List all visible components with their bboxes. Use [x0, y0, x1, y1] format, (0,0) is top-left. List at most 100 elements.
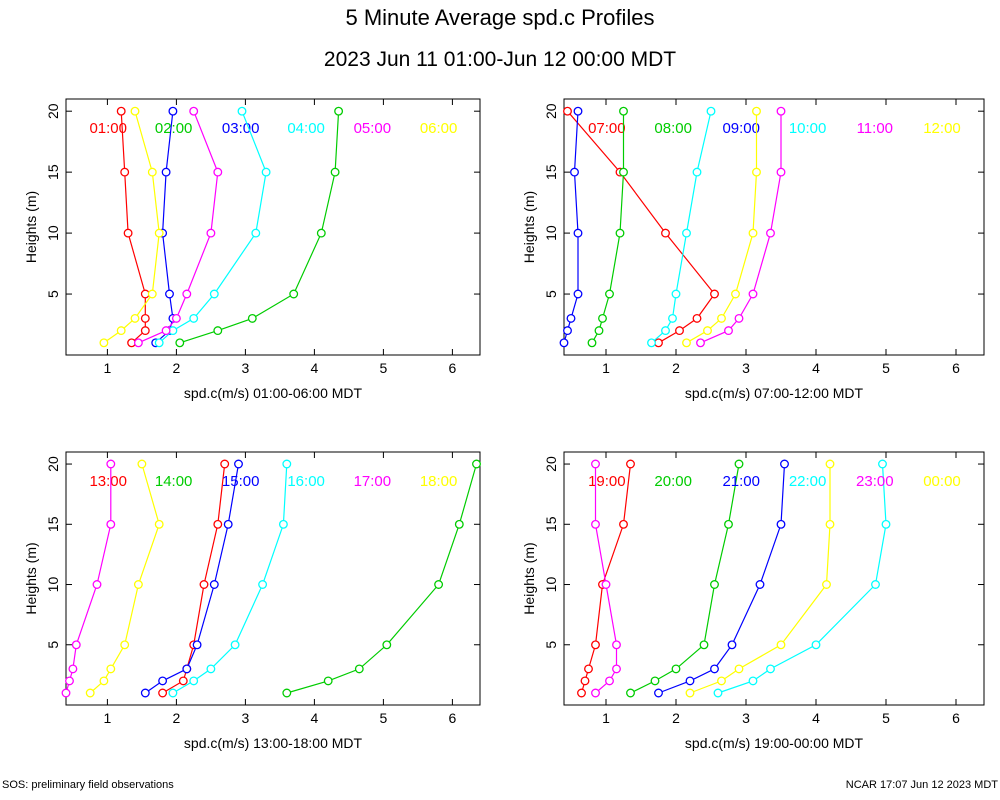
data-point: [626, 459, 635, 469]
x-tick-label: 2: [173, 710, 181, 726]
series-line: [158, 110, 267, 344]
data-point: [710, 580, 719, 589]
data-point: [682, 228, 691, 238]
data-point: [692, 313, 702, 323]
data-point: [780, 459, 789, 469]
x-tick-label: 6: [449, 710, 457, 726]
data-point: [61, 688, 71, 698]
data-point: [734, 313, 744, 323]
legend-label: 07:00: [588, 120, 626, 137]
data-point: [65, 676, 74, 686]
data-point: [209, 289, 219, 299]
legend-label: 19:00: [588, 473, 626, 490]
x-tick-label: 4: [311, 710, 319, 726]
x-tick-label: 1: [602, 360, 610, 376]
legend-label: 16:00: [287, 473, 325, 490]
legend-label: 21:00: [722, 473, 760, 490]
data-point: [213, 167, 223, 177]
y-axis-label: Heights (m): [521, 191, 537, 263]
data-point: [99, 338, 109, 348]
data-point: [811, 640, 821, 650]
data-point: [209, 580, 219, 589]
series-14:00: [282, 459, 481, 698]
data-point: [182, 289, 192, 299]
data-point: [472, 459, 481, 469]
data-point: [140, 313, 150, 323]
y-tick-label: 15: [543, 516, 559, 532]
data-point: [230, 640, 240, 650]
data-point: [727, 640, 737, 650]
data-point: [161, 167, 171, 177]
data-point: [776, 106, 786, 116]
x-tick-label: 6: [449, 360, 457, 376]
x-tick-label: 1: [602, 710, 610, 726]
x-tick-label: 3: [742, 360, 750, 376]
x-tick-label: 1: [104, 710, 112, 726]
data-point: [206, 664, 216, 674]
data-point: [123, 228, 133, 238]
legend-label: 03:00: [222, 120, 260, 137]
data-point: [619, 519, 628, 529]
data-point: [713, 688, 723, 698]
data-point: [619, 167, 628, 177]
data-point: [755, 580, 765, 589]
y-tick-label: 5: [45, 641, 61, 649]
data-point: [178, 676, 188, 686]
data-point: [199, 580, 209, 589]
footer-left: SOS: preliminary field observations: [2, 779, 174, 791]
plot-frame: [563, 451, 985, 706]
y-axis-label: Heights (m): [23, 191, 39, 263]
data-point: [247, 313, 257, 323]
x-tick-label: 4: [812, 360, 820, 376]
series-02:00: [175, 106, 344, 348]
y-tick-label: 10: [45, 577, 61, 593]
data-point: [223, 519, 233, 529]
legend-label: 13:00: [89, 473, 127, 490]
series-09:00: [559, 106, 583, 348]
data-point: [323, 676, 333, 686]
data-point: [282, 688, 292, 698]
data-point: [278, 519, 288, 529]
data-point: [752, 167, 761, 177]
data-point: [99, 676, 109, 686]
data-point: [454, 519, 464, 529]
x-axis-label: spd.c(m/s) 19:00-00:00 MDT: [685, 735, 864, 751]
data-point: [871, 580, 880, 589]
x-axis-label: spd.c(m/s) 07:00-12:00 MDT: [685, 385, 864, 401]
legend-label: 00:00: [923, 473, 961, 490]
y-tick-label: 10: [543, 577, 559, 593]
figure-title: 5 Minute Average spd.c Profiles: [346, 5, 655, 30]
data-point: [168, 688, 178, 698]
series-16:00: [168, 459, 292, 698]
data-point: [189, 313, 199, 323]
series-21:00: [654, 459, 789, 698]
data-point: [685, 688, 695, 698]
series-line: [580, 463, 632, 694]
panel-4: 1 2 3 4 5 6 5 10 15 20 spd.c(m/s) 19:00-00:00 MDT H…: [521, 451, 985, 751]
data-point: [587, 338, 597, 348]
data-point: [734, 664, 744, 674]
series-04:00: [154, 106, 271, 348]
data-point: [563, 106, 572, 116]
data-point: [140, 326, 150, 336]
data-point: [154, 338, 164, 348]
data-point: [168, 106, 178, 116]
data-point: [140, 688, 150, 698]
legend-label: 17:00: [354, 473, 392, 490]
data-point: [699, 640, 709, 650]
data-point: [334, 106, 344, 116]
y-tick-label: 15: [45, 516, 61, 532]
panel-2: 1 2 3 4 5 6 5 10 15 20 spd.c(m/s) 07:00-12:00 MDT H…: [521, 98, 985, 401]
legend-label: 02:00: [155, 120, 193, 137]
y-tick-label: 20: [45, 103, 61, 119]
data-point: [171, 313, 181, 323]
data-point: [594, 326, 604, 336]
data-point: [106, 664, 116, 674]
legend-label: 18:00: [420, 473, 458, 490]
data-point: [120, 640, 130, 650]
data-point: [559, 338, 569, 348]
x-tick-label: 3: [242, 360, 250, 376]
figure-subtitle: 2023 Jun 11 01:00-Jun 12 00:00 MDT: [324, 48, 676, 71]
legend-label: 11:00: [857, 120, 893, 137]
panel-1: 1 2 3 4 5 6 5 10 15 20 spd.c(m/s) 01:00-06:00 MDT H…: [23, 98, 481, 401]
